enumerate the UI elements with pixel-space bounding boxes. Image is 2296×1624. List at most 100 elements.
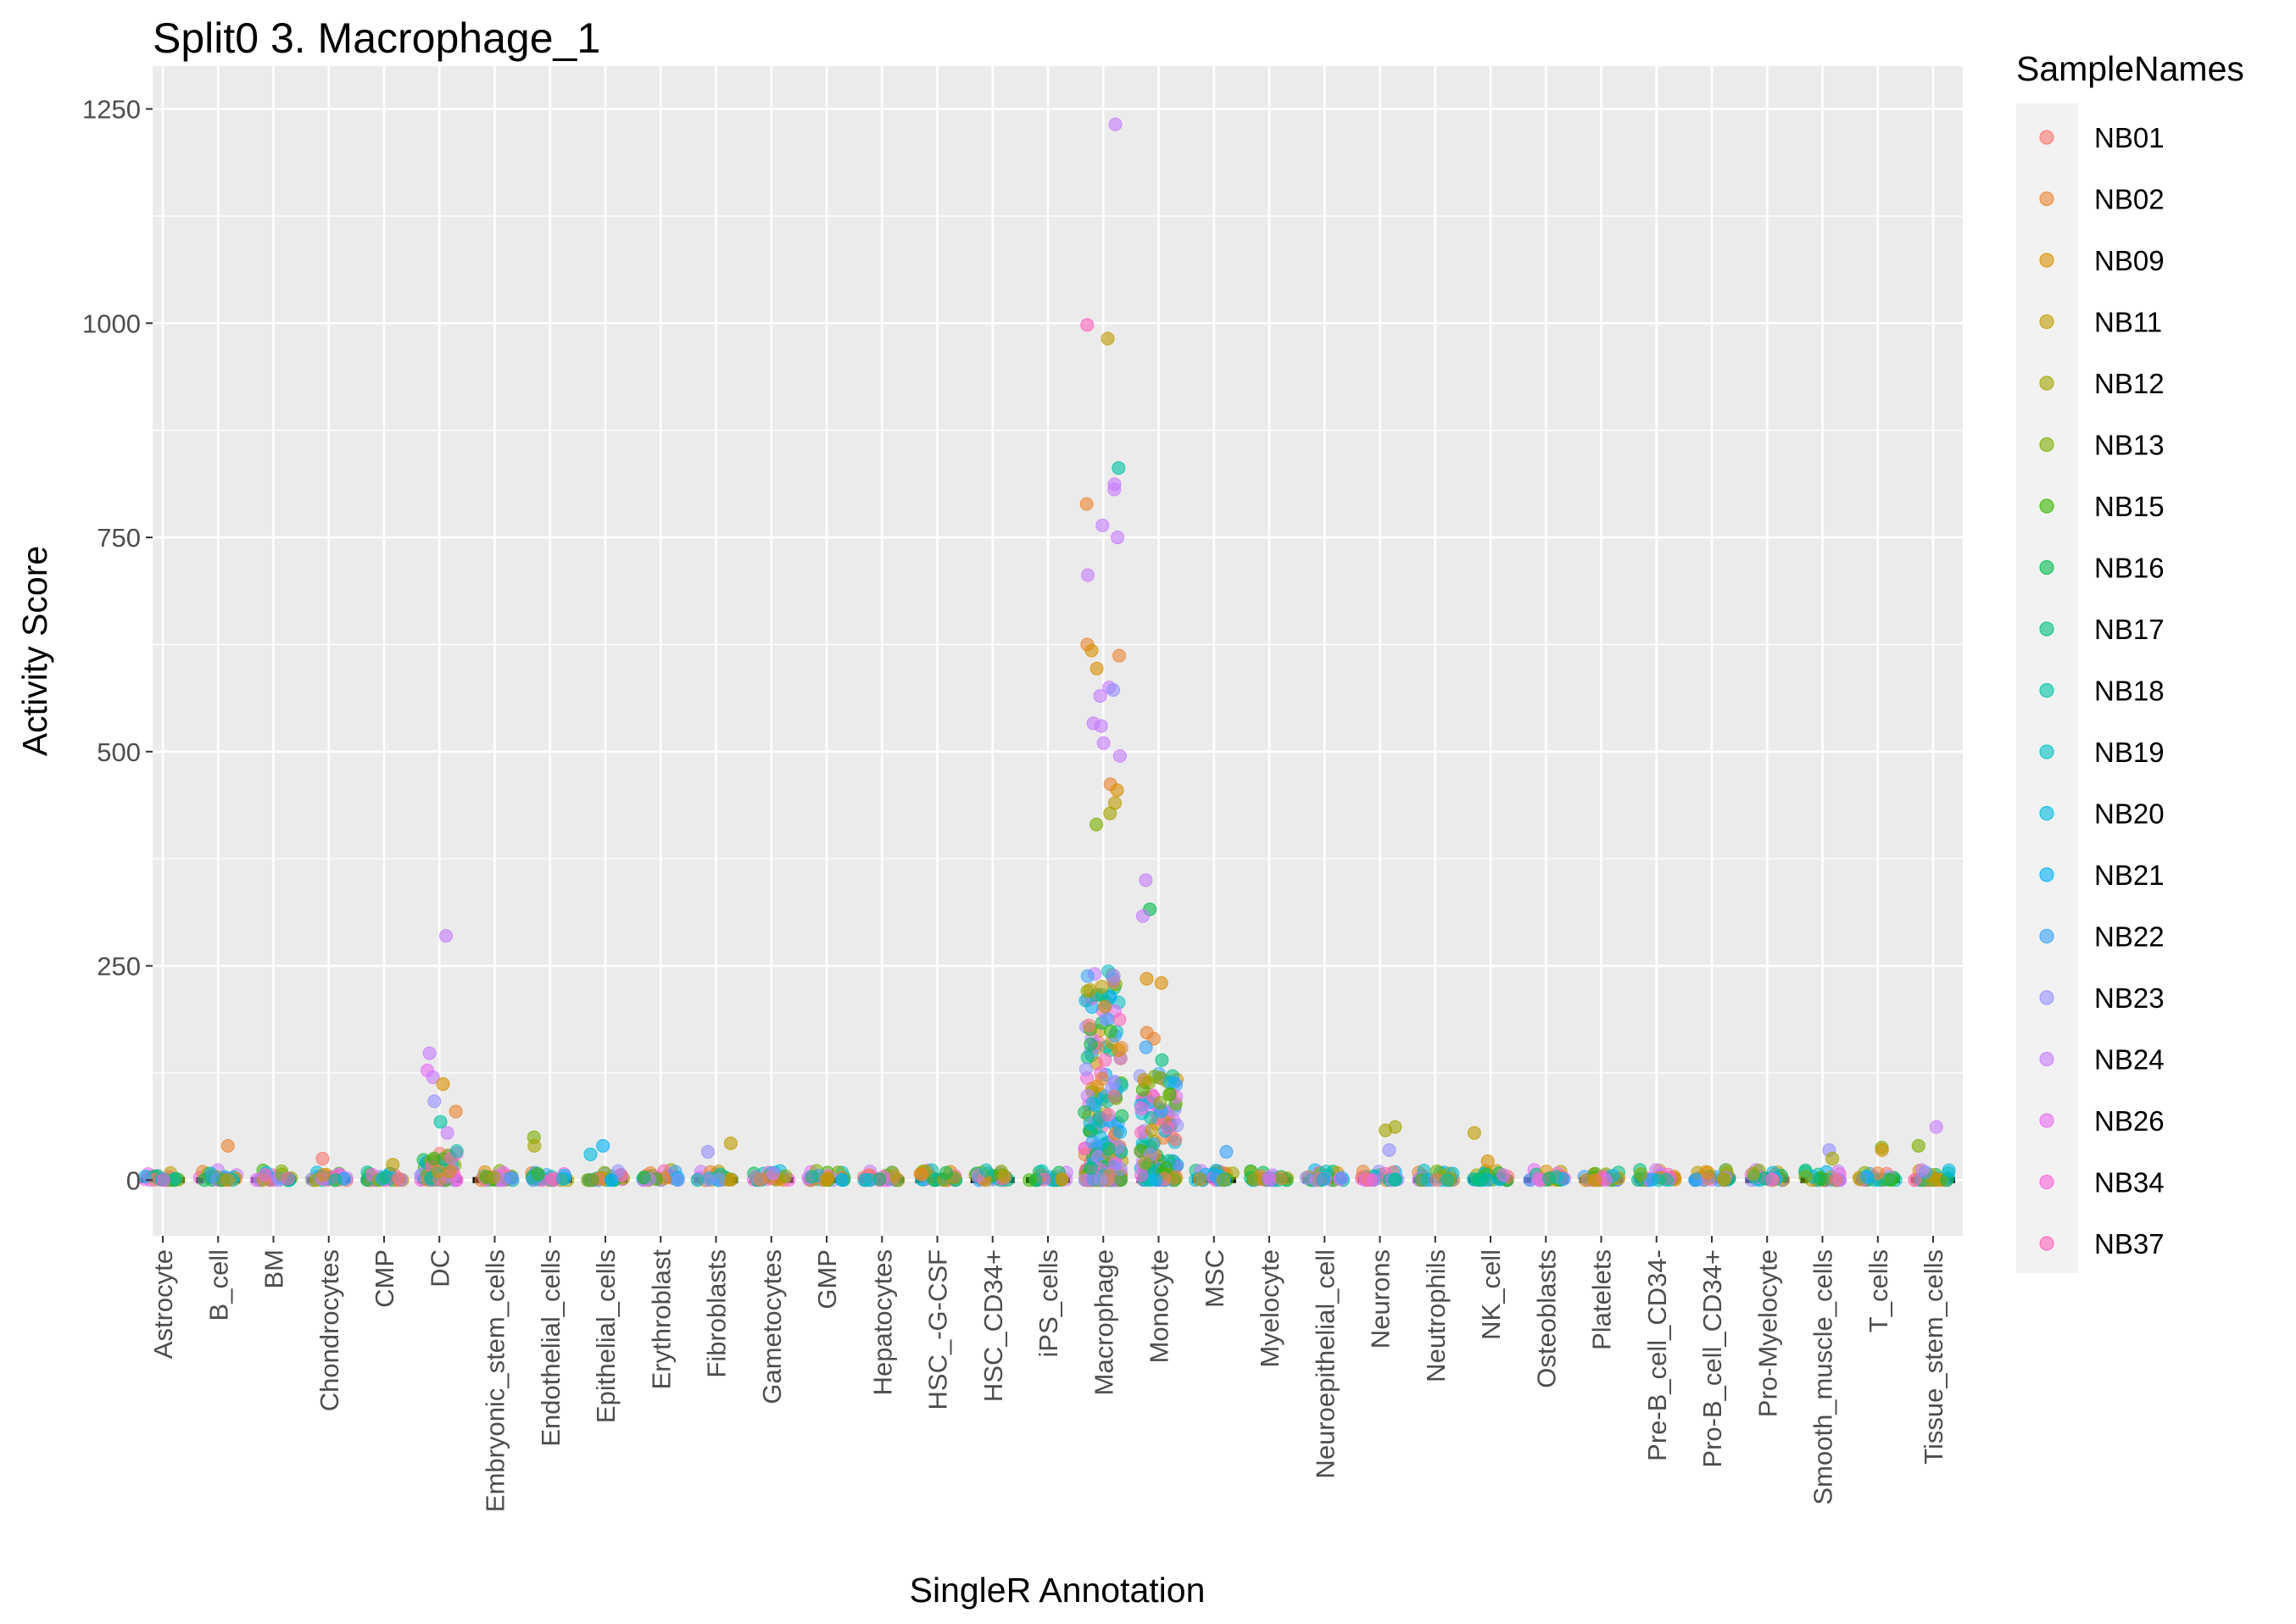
data-point [997, 1169, 1011, 1183]
plot-panel [153, 66, 1963, 1236]
legend-label: NB37 [2094, 1228, 2165, 1260]
data-point [1134, 1168, 1149, 1182]
legend-label: NB24 [2094, 1044, 2165, 1076]
data-point [1149, 1172, 1163, 1187]
legend-key [2039, 498, 2054, 514]
x-tick-label: DC [425, 1249, 454, 1288]
y-tick-label: 750 [97, 523, 141, 553]
data-point [671, 1173, 685, 1187]
y-tick-label: 0 [126, 1165, 141, 1195]
data-point [1080, 318, 1095, 332]
data-point [436, 1077, 450, 1092]
data-point [1634, 1167, 1648, 1182]
data-point [1096, 736, 1111, 750]
data-point [1875, 1143, 1889, 1157]
data-point [1262, 1171, 1276, 1185]
data-point [939, 1165, 953, 1180]
data-point [328, 1173, 343, 1187]
data-point [1587, 1173, 1602, 1187]
data-point [221, 1173, 236, 1187]
y-axis: 0 250 500 750 1000 1250 [82, 95, 153, 1195]
data-point [1107, 482, 1122, 497]
legend-label: NB19 [2094, 737, 2165, 768]
legend-key [2039, 621, 2054, 637]
legend-key [2039, 191, 2054, 207]
legend-key [2039, 867, 2054, 882]
data-point [422, 1046, 437, 1060]
x-axis-title: SingleR Annotation [910, 1571, 1206, 1610]
legend-key [2039, 682, 2054, 698]
data-point [1884, 1173, 1898, 1187]
x-tick-label: HSC_-G-CSF [923, 1249, 953, 1410]
data-point [156, 1173, 170, 1187]
data-point [1084, 643, 1099, 658]
data-point [433, 1115, 448, 1129]
x-tick-label: Tissue_stem_cells [1919, 1249, 1948, 1465]
data-point [821, 1171, 835, 1186]
data-point [1140, 971, 1154, 986]
data-point [1023, 1173, 1037, 1187]
data-point [449, 1104, 463, 1119]
data-point [1103, 1024, 1117, 1038]
legend-label: NB09 [2094, 245, 2165, 276]
legend-label: NB01 [2094, 122, 2165, 153]
data-point [1146, 1032, 1161, 1046]
data-point [431, 1164, 445, 1178]
data-point [1216, 1173, 1230, 1187]
data-point [1084, 1161, 1098, 1176]
data-point [1496, 1168, 1511, 1182]
data-point [596, 1138, 610, 1153]
data-point [1153, 1096, 1168, 1110]
x-tick-label: Gametocytes [757, 1249, 787, 1404]
data-point [1078, 1105, 1092, 1120]
data-point [1137, 1072, 1151, 1087]
y-tick-label: 1250 [82, 95, 141, 125]
data-point [1138, 1156, 1152, 1171]
x-tick-label: Myelocyte [1255, 1249, 1285, 1368]
x-tick-label: Macrophage [1089, 1249, 1118, 1395]
data-point [1813, 1171, 1827, 1186]
legend-key [2039, 928, 2054, 944]
data-point [753, 1172, 767, 1187]
data-point [1107, 1089, 1122, 1104]
x-tick-label: Hepatocytes [867, 1249, 897, 1395]
data-point [1645, 1172, 1659, 1187]
x-tick-label: T_cells [1864, 1249, 1893, 1332]
data-point [1161, 1121, 1175, 1135]
data-point [1112, 1012, 1127, 1026]
data-point [1083, 982, 1097, 997]
data-point [1097, 999, 1112, 1014]
data-point [1080, 969, 1095, 983]
data-point [1106, 1076, 1121, 1090]
data-point [1688, 1173, 1702, 1187]
data-point [1942, 1163, 1956, 1177]
legend-key [2039, 990, 2054, 1005]
data-point [555, 1171, 570, 1186]
data-point [1162, 1087, 1177, 1102]
data-point [1144, 1110, 1158, 1125]
data-point [1929, 1120, 1943, 1134]
data-point [1716, 1171, 1730, 1186]
x-tick-label: BM [259, 1249, 289, 1289]
data-point [1914, 1163, 1929, 1177]
data-point [604, 1173, 618, 1187]
data-point [1659, 1172, 1674, 1187]
data-point [1829, 1173, 1843, 1187]
data-point [220, 1138, 235, 1153]
x-tick-label: Erythroblast [646, 1249, 676, 1390]
data-point [1135, 909, 1150, 923]
data-point [1480, 1154, 1495, 1169]
data-point [1112, 748, 1127, 763]
data-point [1765, 1172, 1780, 1187]
x-tick-label: Osteoblasts [1531, 1249, 1561, 1388]
legend-label: NB02 [2094, 184, 2165, 215]
data-point [1154, 976, 1168, 990]
data-point [862, 1173, 877, 1187]
data-point [487, 1171, 501, 1185]
data-point [1103, 806, 1117, 820]
legend-key [2039, 744, 2054, 759]
data-point [1134, 1101, 1149, 1115]
data-point [1095, 980, 1109, 994]
legend-key [2039, 253, 2054, 268]
data-point [205, 1170, 220, 1184]
